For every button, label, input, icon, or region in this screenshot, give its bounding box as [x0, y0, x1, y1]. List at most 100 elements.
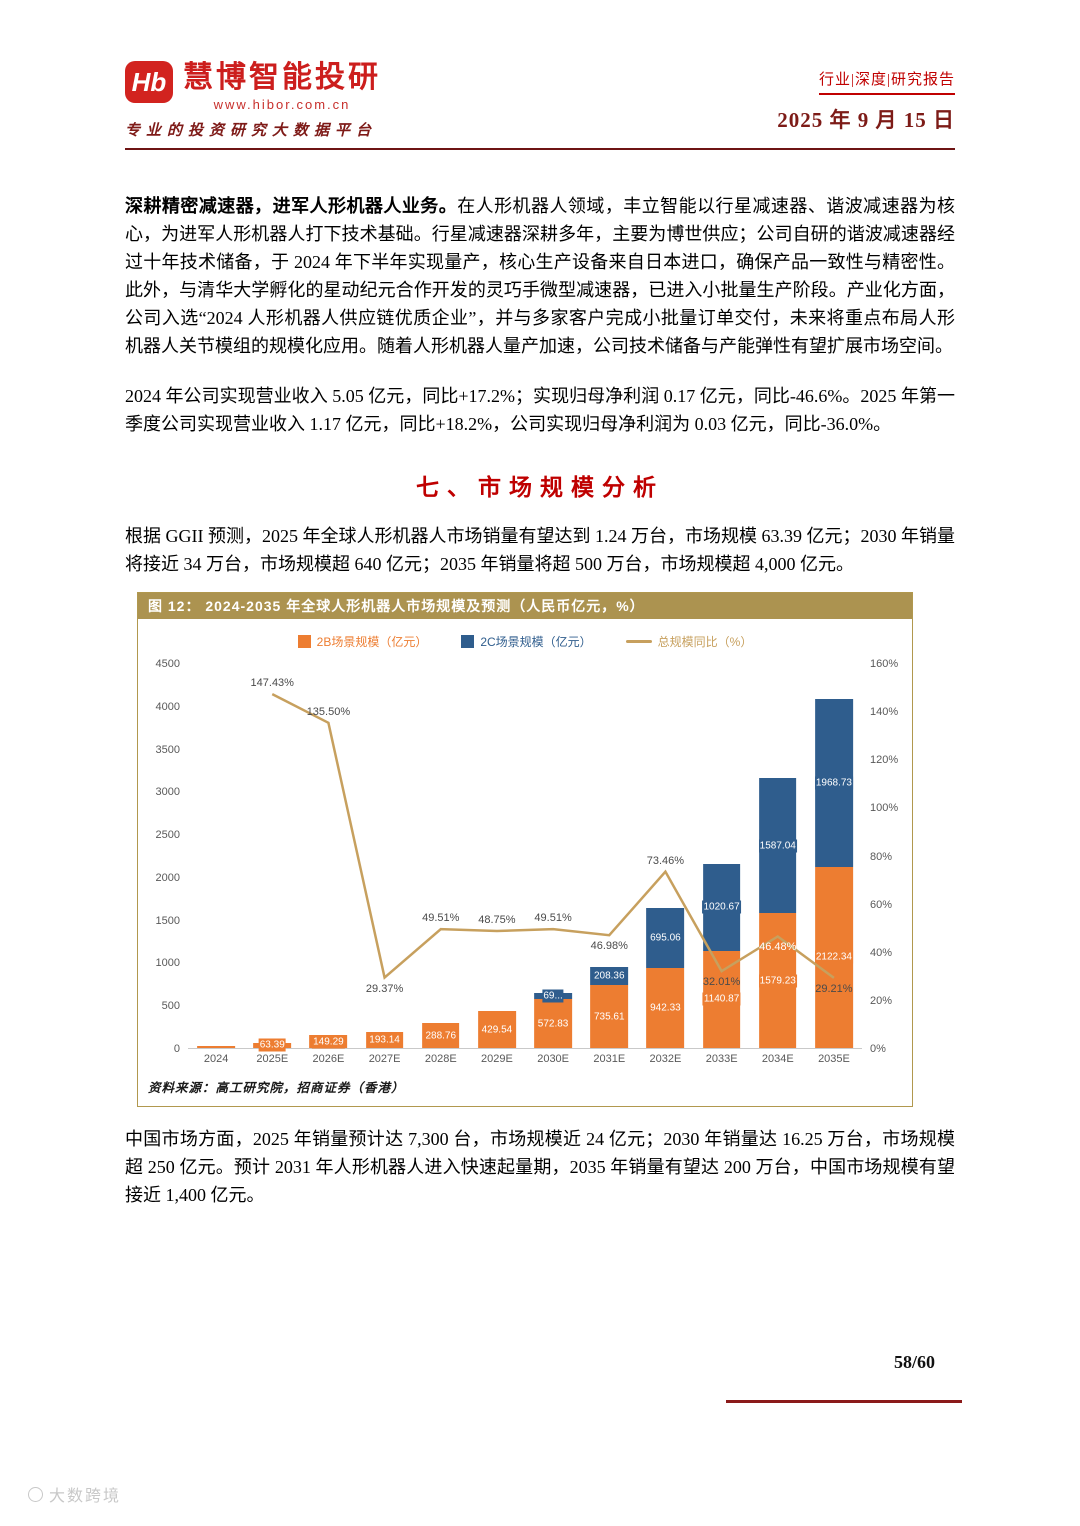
x-axis-label: 2024 [203, 1053, 229, 1065]
line-value-label: 73.46% [646, 854, 685, 867]
logo-mark-text: Hb [131, 66, 167, 97]
report-date: 2025 年 9 月 15 日 [777, 108, 955, 132]
paragraph-business-text: 在人形机器人领域，丰立智能以行星减速器、谐波减速器为核心，为进军人形机器人打下技… [125, 196, 956, 356]
line-value-label: 29.37% [365, 982, 404, 995]
x-axis-label: 2030E [537, 1053, 570, 1065]
report-header: Hb 慧博智能投研 www.hibor.com.cn 专业的投资研究大数据平台 … [125, 0, 955, 140]
bar-segment: 735.61 [590, 985, 629, 1048]
bar-segment: 69... [534, 989, 572, 1003]
bar-segment: 63.39 [253, 1038, 292, 1052]
x-axis-label: 2033E [705, 1053, 738, 1065]
bar-segment [197, 1045, 235, 1048]
x-axis-label: 2034E [761, 1053, 794, 1065]
paragraph-global-market: 根据 GGII 预测，2025 年全球人形机器人市场销量有望达到 1.24 万台… [125, 526, 955, 574]
left-axis-tick: 1500 [155, 914, 180, 927]
left-axis-tick: 3500 [155, 743, 180, 756]
bar-segment: 572.83 [534, 999, 572, 1048]
bar-segment: 942.33 [646, 967, 685, 1048]
logo-text: 慧博智能投研 www.hibor.com.cn [183, 52, 381, 112]
x-axis-label: 2027E [368, 1053, 401, 1065]
line-value-label: 29.21% [815, 982, 853, 995]
right-axis-tick: 0% [870, 1043, 886, 1055]
line-value-label: 147.43% [250, 677, 294, 690]
x-axis-label: 2031E [593, 1053, 626, 1065]
right-axis-tick: 80% [870, 850, 893, 863]
bar-value-label: 69... [542, 989, 564, 1003]
watermark-globe-icon [28, 1486, 43, 1502]
figure-12-chart: 图 12： 2024-2035 年全球人形机器人市场规模及预测（人民币亿元，%）… [137, 592, 913, 1107]
bar-value-label: 695.06 [649, 931, 682, 945]
bar-segment: 1020.67 [702, 863, 741, 951]
bar-value-label: 429.54 [480, 1023, 514, 1037]
legend-item: 2B场景规模（亿元） [297, 633, 428, 650]
bar-segment: 1140.87 [702, 950, 741, 1048]
paragraph-business: 深耕精密减速器，进军人形机器人业务。在人形机器人领域，丰立智能以行星减速器、谐波… [125, 192, 955, 360]
paragraph-business-lead: 深耕精密减速器，进军人形机器人业务。 [125, 196, 458, 216]
watermark: 大数跨境 [28, 1482, 121, 1506]
header-divider [125, 148, 955, 150]
right-axis-tick: 120% [870, 754, 899, 767]
bar-value-label: 942.33 [649, 1001, 682, 1015]
x-axis-label: 2032E [649, 1053, 682, 1065]
left-axis-tick: 0 [173, 1043, 180, 1055]
line-value-label: 135.50% [306, 705, 351, 718]
right-axis: 0% 20% 40% 60% 80% 100% 120% 140% 160% [862, 658, 906, 1055]
brand-block: Hb 慧博智能投研 www.hibor.com.cn 专业的投资研究大数据平台 [125, 52, 381, 140]
bar-value-label: 288.76 [424, 1029, 458, 1043]
bar-segment: 1968.73 [814, 698, 853, 867]
right-axis-tick: 60% [870, 898, 893, 911]
line-value-label: 48.75% [478, 914, 516, 926]
x-axis-label: 2035E [818, 1053, 850, 1065]
footer-red-bar [726, 1400, 962, 1403]
left-axis-tick: 500 [161, 1000, 180, 1013]
left-axis-tick: 4000 [155, 700, 180, 713]
left-axis-tick: 1000 [155, 957, 180, 970]
brand-name: 慧博智能投研 [183, 61, 381, 94]
chart-title: 图 12： 2024-2035 年全球人形机器人市场规模及预测（人民币亿元，%） [138, 593, 912, 619]
bar-segment: 193.14 [365, 1031, 404, 1048]
bar-value-label: 1140.87 [702, 992, 741, 1006]
right-axis-tick: 40% [870, 946, 893, 959]
section-title: 七、市场规模分析 [416, 474, 664, 500]
plot-row: 0 500 1000 1500 2000 2500 3000 3500 4000 4500 63.… [144, 658, 906, 1055]
right-axis-tick: 140% [870, 706, 899, 719]
legend-item: 总规模同比（%） [625, 633, 753, 650]
plot-area: 63.39 149.29 193.14 288.76 429.54 572.83 69...… [188, 664, 862, 1052]
hibor-logo-icon: Hb [125, 61, 173, 103]
x-axis-label: 2028E [424, 1053, 457, 1065]
x-axis: 2024 2025E 2026E 2027E 2028E 2029E 2030E 2031E 2… [188, 1053, 862, 1065]
growth-line [188, 664, 862, 1048]
bar-value-label: 63.39 [258, 1038, 286, 1052]
bar-segment: 208.36 [590, 967, 629, 986]
legend-square-marker [297, 635, 311, 648]
bar-segment: 1587.04 [758, 777, 797, 914]
bar-segment: 2122.34 [814, 866, 853, 1048]
legend-label: 2B场景规模（亿元） [316, 635, 428, 649]
left-axis-tick: 4500 [155, 658, 180, 670]
line-value-label: 49.51% [534, 912, 572, 925]
bar-value-label: 572.83 [536, 1017, 570, 1031]
left-axis-tick: 2000 [155, 871, 180, 884]
bar-value-label: 149.29 [312, 1035, 345, 1049]
bar-value-label: 1968.73 [814, 776, 853, 790]
line-value-label: 32.01% [702, 976, 741, 989]
legend-label: 总规模同比（%） [657, 635, 753, 649]
left-axis-tick: 2500 [155, 829, 180, 842]
bar-value-label: 208.36 [592, 969, 626, 983]
line-value-label: 46.98% [590, 940, 628, 953]
right-axis-tick: 20% [870, 994, 893, 1007]
bar-value-label: 1587.04 [758, 839, 797, 853]
bar-segment: 429.54 [478, 1011, 516, 1048]
left-axis-tick: 3000 [155, 786, 180, 799]
doc-type-label: 行业|深度|研究报告 [818, 68, 955, 95]
bar-value-label: 2122.34 [814, 950, 853, 964]
chart-legend: 2B场景规模（亿元） 2C场景规模（亿元） 总规模同比（%） [144, 633, 906, 650]
brand-website-link[interactable]: www.hibor.com.cn [213, 97, 351, 112]
bar-segment: 288.76 [421, 1023, 460, 1048]
chart-source: 资料来源：高工研究院，招商证券（香港） [148, 1081, 405, 1095]
right-axis-tick: 100% [870, 802, 899, 815]
paragraph-china-market: 中国市场方面，2025 年销量预计达 7,300 台，市场规模近 24 亿元；2… [125, 1129, 955, 1205]
legend-square-marker [461, 635, 475, 648]
x-axis-label: 2025E [256, 1053, 289, 1065]
